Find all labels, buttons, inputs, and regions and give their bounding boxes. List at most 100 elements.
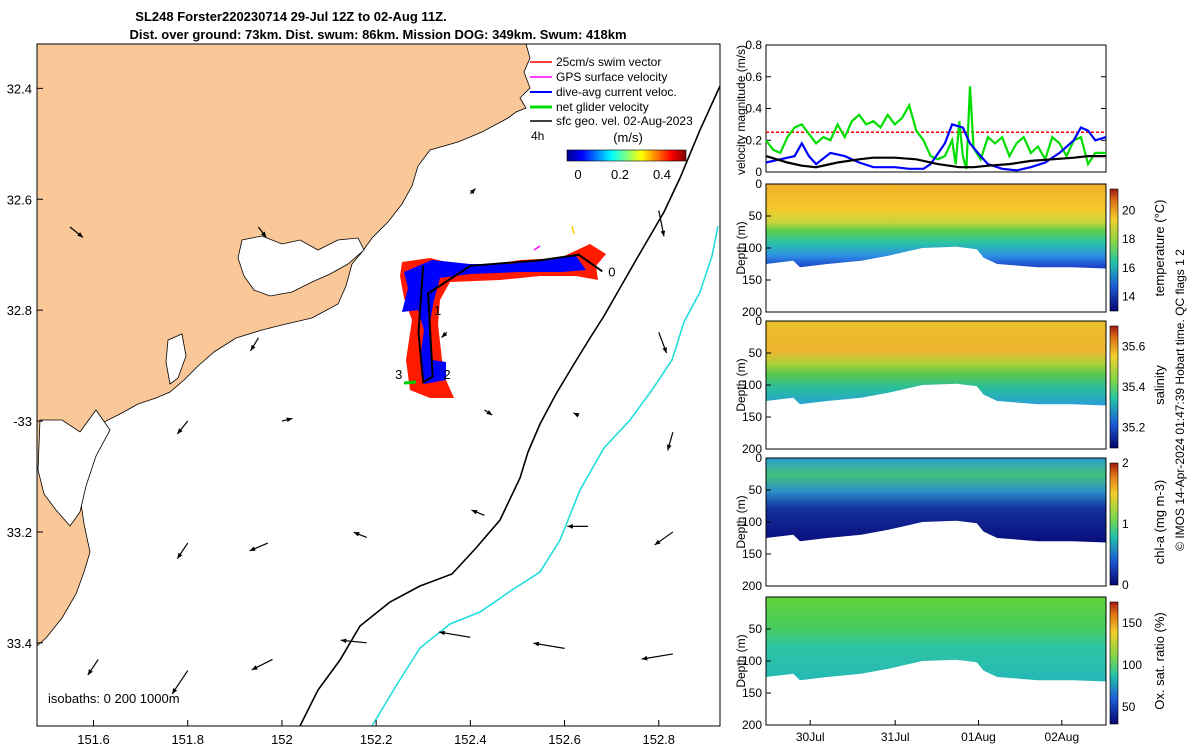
section-data-field	[766, 184, 1106, 269]
waypoint-label: 3	[395, 367, 402, 382]
map-ytick-label: 33.4	[7, 636, 32, 651]
geo-velocity-arrow	[533, 641, 565, 649]
colorbar-tick-label: 0	[1122, 578, 1129, 592]
geo-velocity-arrow	[567, 524, 589, 529]
colorbar-tick-label: 35.4	[1122, 380, 1146, 394]
coastline-land	[37, 44, 531, 647]
map-ytick-label: 32.8	[7, 303, 32, 318]
lake-estuary-north	[237, 235, 365, 297]
section-ylabel: Depth (m)	[734, 358, 748, 411]
waypoint-labels: 0 1 2 3	[395, 264, 615, 382]
section-ylabel: Depth (m)	[734, 634, 748, 687]
section-ytick-label: 150	[742, 686, 762, 700]
geo-velocity-arrow	[171, 670, 189, 695]
section-ylabel: Depth (m)	[734, 221, 748, 274]
colorbar-tick-label: 2	[1122, 456, 1129, 470]
geo-velocity-arrow	[666, 431, 674, 451]
section-data-field	[766, 597, 1106, 682]
colorbar-label: chl-a (mg m-3)	[1152, 480, 1167, 565]
section-ytick-label: 200	[742, 718, 762, 732]
map-ytick-label: 33.2	[7, 525, 32, 540]
isobaths-label: isobaths: 0 200 1000m	[48, 691, 180, 706]
isobath-200m	[299, 85, 720, 726]
section-ytick-label: 150	[742, 410, 762, 424]
section-ytick-label: 50	[749, 622, 763, 636]
legend-geo-label: sfc geo. vel. 02-Aug-2023	[556, 114, 693, 128]
velocity-ytick-label: 0.6	[745, 70, 762, 84]
section-xtick-label: 01Aug	[961, 730, 996, 744]
geo-velocity-arrow	[641, 653, 673, 661]
colorbar-tick-1: 0.2	[611, 167, 629, 182]
section-ytick-label: 50	[749, 346, 763, 360]
map-xtick-label: 152.2	[360, 732, 393, 747]
geo-velocity-arrow	[353, 531, 367, 539]
geo-velocity-arrow	[87, 659, 99, 676]
geo-velocity-arrow	[257, 226, 267, 238]
map-xtick-label: 152.6	[548, 732, 581, 747]
geo-velocity-arrow	[251, 658, 273, 671]
section-ytick-label: 0	[755, 451, 762, 465]
section-xtick-label: 02Aug	[1044, 730, 1079, 744]
geo-velocity-arrow	[176, 420, 189, 435]
colorbar-tick-label: 20	[1122, 204, 1136, 218]
section-data-field	[766, 321, 1106, 406]
section-ytick-label: 0	[755, 177, 762, 191]
section-ytick-label: 200	[742, 305, 762, 319]
section-ytick-label: 100	[742, 654, 762, 668]
section-colorbar	[1109, 188, 1119, 312]
velocity-ytick-label: 0.4	[745, 102, 762, 116]
geo-velocity-arrow	[471, 509, 485, 516]
section-ytick-label: 100	[742, 378, 762, 392]
map-axis-ticks: 151.6 151.8 152 152.2 152.4 152.6 152.8 32.4 32.…	[7, 81, 675, 747]
geo-velocity-arrow	[441, 331, 448, 338]
track-map: 0 1 2 3 25cm/s swim vector GPS surface velo…	[7, 43, 721, 747]
colorbar-tick-label: 35.6	[1122, 339, 1146, 353]
map-xtick-label: 152.8	[642, 732, 675, 747]
credit-text: © IMOS 14-Apr-2024 01:47:39 Hobart time.…	[1173, 249, 1187, 551]
section-colorbar	[1109, 601, 1119, 725]
lake-central	[165, 333, 187, 385]
velocity-ytick-label: 0	[755, 165, 762, 179]
map-ytick-label: 32.4	[7, 81, 32, 96]
velocity-panel: velocity magnitude (m/s) 0 0.2 0.4 0.6 0.8	[734, 38, 1107, 179]
section-xtick-label: 30Jul	[796, 730, 825, 744]
legend-dive-label: dive-avg current veloc.	[556, 85, 677, 99]
section-ytick-label: 0	[755, 314, 762, 328]
geo-velocity-arrow	[469, 188, 476, 195]
section-ytick-label: 150	[742, 273, 762, 287]
section-ytick-label: 100	[742, 241, 762, 255]
colorbar-label: Ox. sat. ratio (%)	[1152, 612, 1167, 710]
legend-net-label: net glider velocity	[556, 100, 649, 114]
legend-gps-label: GPS surface velocity	[556, 70, 667, 84]
colorbar-label: temperature (°C)	[1152, 200, 1167, 297]
velocity-y-ticks: 0 0.2 0.4 0.6 0.8	[745, 38, 1106, 179]
map-frame	[36, 43, 721, 727]
section-colorbar	[1109, 462, 1119, 586]
map-xtick-label: 152.4	[454, 732, 487, 747]
colorbar-tick-label: 100	[1122, 658, 1142, 672]
velocity-axes	[765, 44, 1107, 173]
waypoint-label: 2	[443, 367, 450, 382]
map-xtick-label: 151.8	[171, 732, 204, 747]
section-xtick-label: 31Jul	[881, 730, 910, 744]
velocity-series-line	[765, 86, 1106, 170]
geo-velocity-arrow	[281, 417, 293, 423]
map-ytick-label: -33	[13, 414, 32, 429]
section-panel: Depth (m) 0 50 100 150 200 0 1 2 chl-a (mg m-3)	[734, 451, 1167, 593]
colorbar-label: salinity	[1152, 365, 1167, 405]
geo-velocity-arrow	[249, 542, 269, 552]
map-xtick-label: 151.6	[77, 732, 110, 747]
colorbar-tick-label: 150	[1122, 616, 1142, 630]
geo-velocity-arrow	[250, 337, 259, 352]
net-glider-velocity-marker	[403, 380, 417, 385]
map-ytick-label: 32.6	[7, 192, 32, 207]
section-ylabel: Depth (m)	[734, 495, 748, 548]
section-panel: Depth (m) 0 50 100 150 200 14 16 18 20 temperature…	[734, 177, 1167, 319]
waypoint-label: 0	[608, 264, 615, 279]
colorbar-tick-label: 50	[1122, 700, 1136, 714]
geo-velocity-arrow	[340, 638, 367, 644]
gps-velocity-marker	[533, 245, 541, 251]
